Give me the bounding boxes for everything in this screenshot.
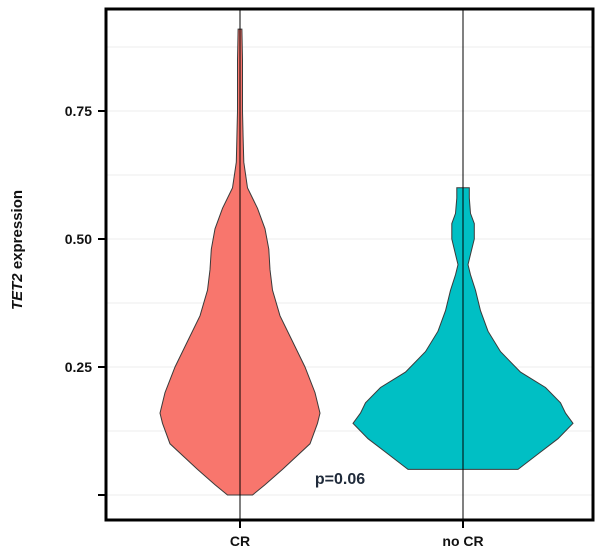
y-tick-label: 0.50 bbox=[65, 231, 92, 247]
group-lines bbox=[239, 9, 464, 520]
y-axis-title-rest: expression bbox=[9, 190, 26, 273]
x-tick-label: CR bbox=[230, 533, 250, 549]
x-axis: CR no CR bbox=[230, 520, 484, 549]
p-value-annotation: p=0.06 bbox=[315, 471, 365, 488]
y-axis: 0.25 0.50 0.75 bbox=[65, 103, 106, 496]
y-axis-title-italic: TET2 bbox=[9, 273, 26, 310]
y-tick-label: 0.75 bbox=[65, 103, 92, 119]
y-tick-label: 0.25 bbox=[65, 359, 92, 375]
x-tick-label: no CR bbox=[442, 533, 483, 549]
plot-border bbox=[104, 7, 595, 522]
violins bbox=[159, 28, 574, 496]
y-axis-title: TET2 expression bbox=[9, 190, 26, 310]
